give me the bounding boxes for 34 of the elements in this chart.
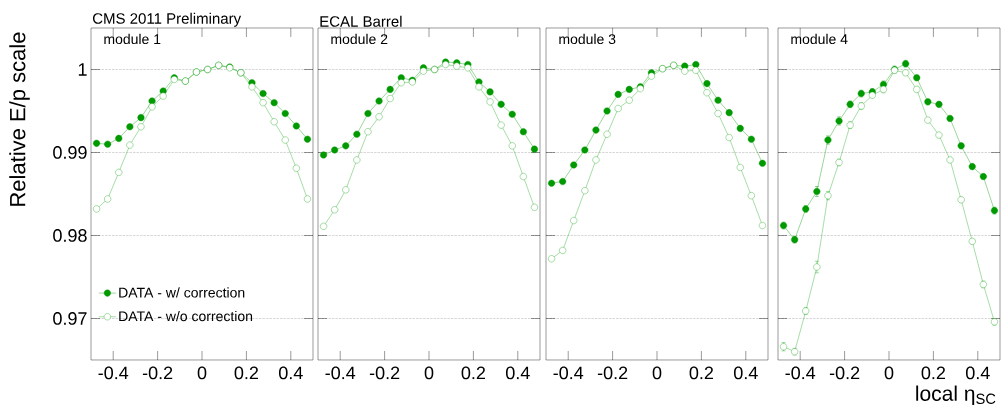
chart-title: module 4 — [791, 33, 848, 45]
x-tick-label: 0.4 — [965, 366, 990, 380]
x-tick-label: 0.2 — [689, 366, 714, 380]
x-tick-label: 0.2 — [921, 366, 946, 380]
x-tick-label: -0.2 — [829, 366, 860, 380]
y-tick-label: 1 — [78, 63, 87, 76]
text: CMS 2011 Preliminary — [92, 12, 242, 27]
x-tick-label: -0.2 — [597, 366, 628, 380]
x-tick-label: 0.4 — [734, 366, 758, 380]
legend-label: DATA - w/ correction — [119, 287, 245, 298]
x-tick-label: 0.4 — [279, 366, 303, 380]
legend-label: DATA - w/o correction — [119, 310, 253, 322]
y-tick-label: 0.98 — [53, 229, 87, 242]
x-axis-title: local η$_{SC}$ — [916, 385, 996, 406]
x-tick-label: 0.2 — [234, 366, 259, 380]
x-tick-label: 0.2 — [461, 366, 486, 380]
x-tick-label: -0.4 — [98, 366, 129, 380]
chart-title: module 2 — [331, 33, 388, 45]
x-tick-label: -0.4 — [553, 366, 584, 380]
x-tick-label: 0 — [424, 366, 434, 380]
y-axis-title: Relative E/p scale — [9, 32, 30, 206]
x-tick-label: -0.4 — [325, 366, 356, 380]
x-tick-label: 0 — [652, 366, 662, 380]
chart-title: module 1 — [104, 33, 161, 45]
x-tick-label: 0 — [884, 366, 894, 380]
x-tick-label: -0.2 — [142, 366, 173, 380]
x-tick-label: -0.2 — [369, 366, 400, 380]
x-tick-label: 0 — [197, 366, 207, 380]
y-tick-label: 0.99 — [53, 146, 87, 159]
chart-title: module 3 — [559, 33, 616, 45]
x-tick-label: 0.4 — [506, 366, 530, 380]
y-tick-label: 0.97 — [53, 312, 87, 325]
x-tick-label: -0.4 — [785, 366, 816, 380]
text: ECAL Barrel — [320, 15, 402, 27]
